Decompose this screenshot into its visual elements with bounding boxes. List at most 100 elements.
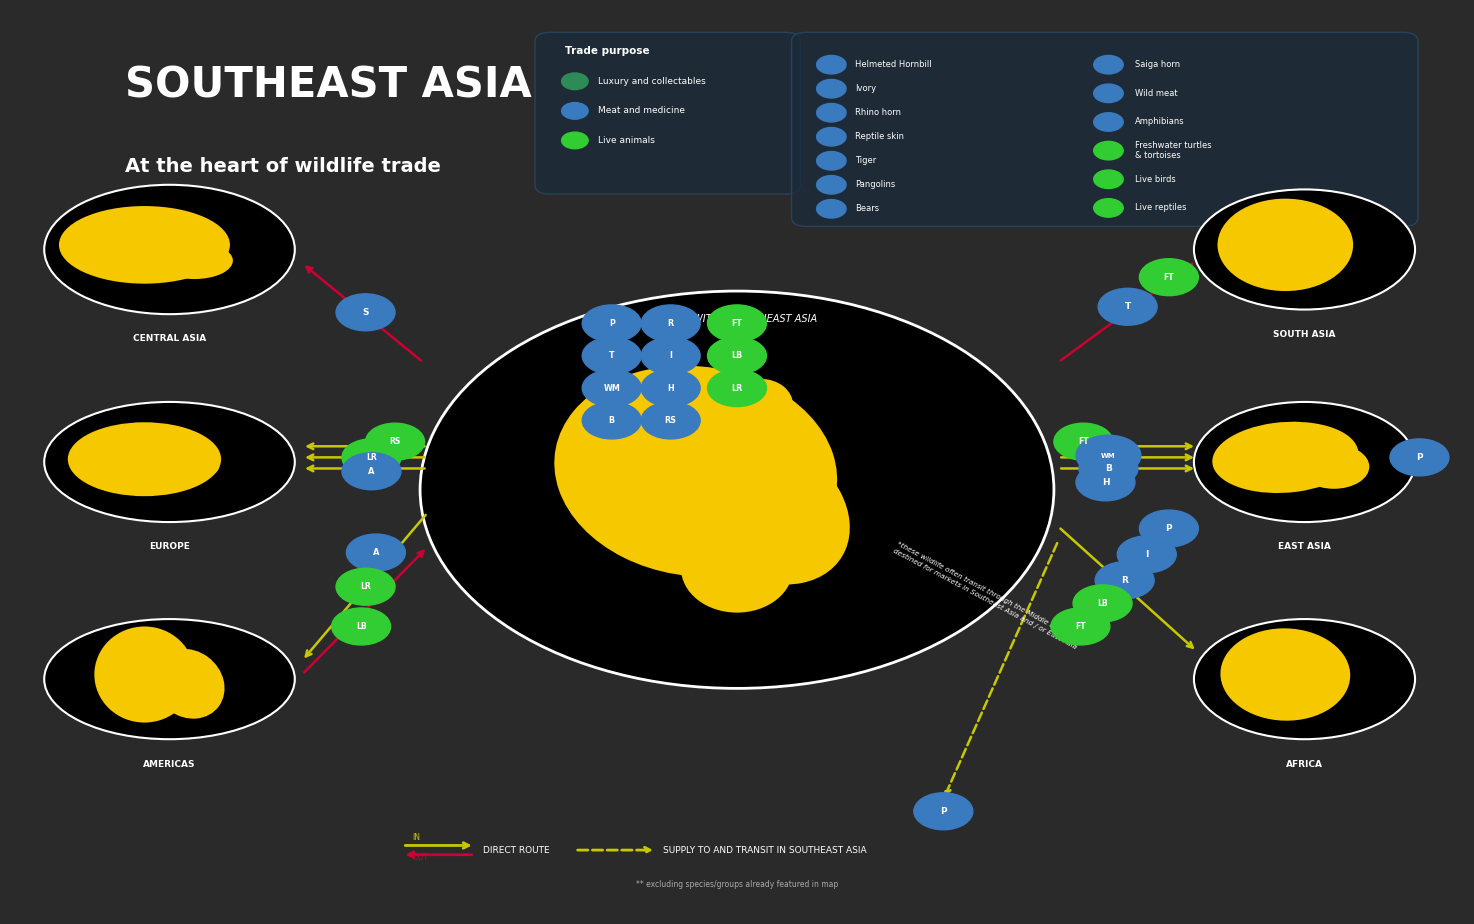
Text: Helmeted Hornbill: Helmeted Hornbill [855, 60, 932, 69]
Circle shape [342, 453, 401, 490]
Circle shape [1094, 170, 1123, 188]
Circle shape [1051, 608, 1110, 645]
Text: WM: WM [1101, 453, 1116, 458]
Text: Wild meat: Wild meat [1135, 89, 1178, 98]
Text: *these wildlife often transit through the Middle East
destined for markets in So: *these wildlife often transit through th… [892, 541, 1082, 650]
Circle shape [641, 402, 700, 439]
Text: B: B [609, 416, 615, 425]
Ellipse shape [44, 185, 295, 314]
Circle shape [1390, 439, 1449, 476]
Ellipse shape [1218, 199, 1353, 291]
Text: RS: RS [389, 437, 401, 446]
Ellipse shape [681, 524, 793, 613]
Text: Pangolins: Pangolins [855, 180, 895, 189]
Circle shape [336, 294, 395, 331]
Circle shape [708, 305, 766, 342]
Circle shape [1073, 585, 1132, 622]
Ellipse shape [156, 242, 233, 279]
Text: LR: LR [366, 453, 377, 462]
Circle shape [817, 103, 846, 122]
Circle shape [641, 337, 700, 374]
Circle shape [1094, 55, 1123, 74]
Circle shape [562, 103, 588, 119]
Ellipse shape [153, 649, 224, 719]
Circle shape [582, 337, 641, 374]
Text: H: H [1101, 478, 1110, 487]
Text: I: I [669, 351, 672, 360]
Circle shape [641, 305, 700, 342]
Text: S: S [363, 308, 368, 317]
Circle shape [342, 439, 401, 476]
Text: R: R [668, 319, 674, 328]
Circle shape [346, 534, 405, 571]
Circle shape [817, 176, 846, 194]
Text: B: B [828, 204, 834, 213]
Text: P: P [828, 180, 834, 189]
Circle shape [1054, 423, 1113, 460]
Text: Trade purpose: Trade purpose [565, 46, 649, 56]
Ellipse shape [1212, 421, 1359, 493]
Circle shape [332, 608, 391, 645]
Circle shape [1076, 464, 1135, 501]
Text: FT: FT [1077, 437, 1089, 446]
Circle shape [1139, 510, 1198, 547]
FancyBboxPatch shape [535, 32, 800, 194]
Ellipse shape [59, 206, 230, 284]
Circle shape [708, 370, 766, 407]
Text: B: B [1106, 464, 1111, 473]
Text: IN: IN [413, 833, 420, 842]
Text: ** excluding species/groups already featured in map: ** excluding species/groups already feat… [635, 880, 839, 889]
Text: LB: LB [1097, 599, 1108, 608]
Text: S: S [1106, 60, 1111, 69]
Text: LB: LB [355, 622, 367, 631]
Text: P: P [940, 807, 946, 816]
Circle shape [1098, 288, 1157, 325]
Text: RS: RS [665, 416, 677, 425]
Circle shape [336, 568, 395, 605]
Circle shape [1079, 450, 1138, 487]
Text: RS: RS [825, 132, 837, 141]
Text: P: P [1166, 524, 1172, 533]
Text: TRADE WITHIN SOUTHEAST ASIA: TRADE WITHIN SOUTHEAST ASIA [657, 314, 817, 324]
Text: DIRECT ROUTE: DIRECT ROUTE [483, 845, 550, 855]
Text: Reptile skin: Reptile skin [855, 132, 904, 141]
Text: Amphibians: Amphibians [1135, 117, 1185, 127]
Circle shape [1139, 259, 1198, 296]
Ellipse shape [44, 402, 295, 522]
Text: T: T [828, 156, 834, 165]
Text: H: H [668, 383, 674, 393]
Circle shape [1117, 536, 1176, 573]
Text: Luxury and collectables: Luxury and collectables [598, 77, 706, 86]
Ellipse shape [705, 395, 787, 465]
Text: FT: FT [1103, 146, 1114, 155]
Text: FT: FT [731, 319, 743, 328]
Text: CENTRAL ASIA: CENTRAL ASIA [133, 334, 206, 344]
Circle shape [817, 55, 846, 74]
Ellipse shape [554, 366, 837, 577]
Text: Tiger: Tiger [855, 156, 876, 165]
Circle shape [366, 423, 425, 460]
Text: OUT: OUT [413, 853, 429, 862]
Circle shape [582, 370, 641, 407]
Circle shape [420, 291, 1054, 688]
Text: Live birds: Live birds [1135, 175, 1176, 184]
Ellipse shape [94, 626, 195, 723]
Text: Bears: Bears [855, 204, 879, 213]
Circle shape [582, 305, 641, 342]
Circle shape [817, 152, 846, 170]
Text: EAST ASIA: EAST ASIA [1278, 542, 1331, 552]
Circle shape [817, 79, 846, 98]
Text: Rhino horn: Rhino horn [855, 108, 901, 117]
Circle shape [914, 793, 973, 830]
Ellipse shape [1194, 402, 1415, 522]
Ellipse shape [164, 454, 220, 483]
Text: Meat and medicine: Meat and medicine [598, 106, 685, 116]
Text: P: P [1417, 453, 1422, 462]
Text: SOUTH ASIA: SOUTH ASIA [1274, 330, 1335, 339]
Circle shape [562, 132, 588, 149]
Text: EUROPE: EUROPE [149, 542, 190, 552]
Ellipse shape [1194, 189, 1415, 310]
Circle shape [1094, 113, 1123, 131]
Text: LR: LR [731, 383, 743, 393]
Text: Live animals: Live animals [598, 136, 656, 145]
